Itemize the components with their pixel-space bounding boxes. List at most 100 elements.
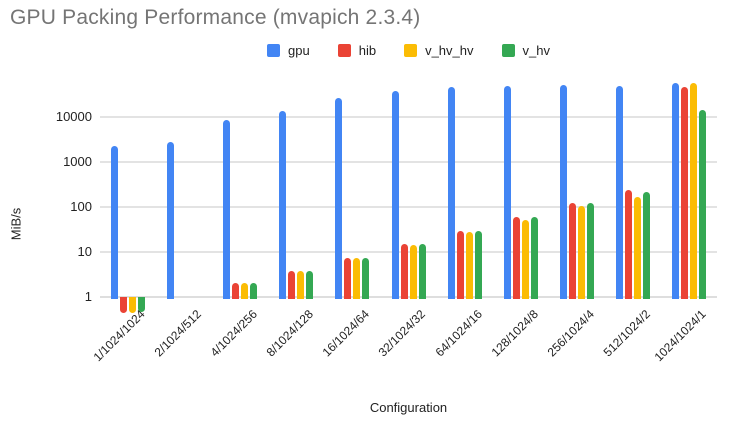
x-category-label-512/1024/2: 512/1024/2 xyxy=(600,307,653,360)
chart-title: GPU Packing Performance (mvapich 2.3.4) xyxy=(10,6,421,29)
bar-v_hv-8/1024/128 xyxy=(306,270,314,299)
x-category-label-8/1024/128: 8/1024/128 xyxy=(263,307,317,360)
bar-hib-64/1024/16 xyxy=(456,230,464,299)
bar-v_hv_hv-4/1024/256 xyxy=(241,283,249,299)
x-category-label-1024/1024/1: 1024/1024/1 xyxy=(651,307,709,365)
legend-item-hib[interactable]: hib xyxy=(337,43,377,58)
x-label-slot: 32/1024/32 xyxy=(376,305,436,377)
x-category-label-128/1024/8: 128/1024/8 xyxy=(488,307,541,360)
x-label-slot: 128/1024/8 xyxy=(488,305,549,377)
bar-group-4/1024/256 xyxy=(212,72,268,299)
bar-group-256/1024/4 xyxy=(549,72,605,299)
bar-v_hv-32/1024/32 xyxy=(418,244,426,299)
x-category-label-32/1024/32: 32/1024/32 xyxy=(376,307,429,360)
x-category-label-1/1024/1024: 1/1024/1024 xyxy=(90,307,148,365)
x-category-label-64/1024/16: 64/1024/16 xyxy=(432,307,485,360)
bar-hib-256/1024/4 xyxy=(568,203,576,299)
bar-v_hv_hv-512/1024/2 xyxy=(633,197,641,299)
bar-hib-1/1024/1024 xyxy=(120,297,128,313)
legend-label: gpu xyxy=(288,43,310,58)
x-category-label-16/1024/64: 16/1024/64 xyxy=(319,307,373,360)
bar-gpu-512/1024/2 xyxy=(615,86,623,299)
bar-group-1024/1024/1 xyxy=(661,72,717,299)
x-label-slot: 512/1024/2 xyxy=(600,305,661,377)
bar-group-8/1024/128 xyxy=(268,72,324,299)
gridline-1000 xyxy=(100,161,717,163)
gridline-10000 xyxy=(100,116,717,118)
x-label-slot: 2/1024/512 xyxy=(152,305,212,377)
x-axis-title: Configuration xyxy=(369,400,448,415)
legend-swatch-hib xyxy=(337,44,351,57)
y-tick-label-10000: 10000 xyxy=(55,109,92,124)
bar-v_hv_hv-8/1024/128 xyxy=(297,271,305,299)
bar-gpu-2/1024/512 xyxy=(167,142,175,299)
legend-label: hib xyxy=(358,43,377,58)
bar-gpu-64/1024/16 xyxy=(447,87,455,299)
bar-hib-1024/1024/1 xyxy=(680,87,688,299)
bar-v_hv-1024/1024/1 xyxy=(698,109,706,299)
bar-group-2/1024/512 xyxy=(156,72,212,299)
bar-gpu-16/1024/64 xyxy=(335,98,343,299)
bar-hib-128/1024/8 xyxy=(512,216,520,299)
bar-v_hv_hv-16/1024/64 xyxy=(353,258,361,299)
bar-v_hv_hv-64/1024/16 xyxy=(465,231,473,299)
bar-group-16/1024/64 xyxy=(324,72,380,299)
bar-groups xyxy=(100,72,717,313)
x-axis-baseline xyxy=(100,296,717,298)
bar-group-512/1024/2 xyxy=(605,72,661,299)
bar-v_hv-16/1024/64 xyxy=(362,258,370,299)
bar-hib-16/1024/64 xyxy=(344,258,352,299)
legend-label: v_hv_hv xyxy=(425,43,474,58)
bar-gpu-8/1024/128 xyxy=(279,111,287,299)
plot-area xyxy=(100,72,717,313)
legend-item-v_hv_hv[interactable]: v_hv_hv xyxy=(404,43,474,58)
y-tick-label-10: 10 xyxy=(77,244,92,259)
bar-v_hv_hv-32/1024/32 xyxy=(409,245,417,299)
legend-swatch-v_hv xyxy=(501,44,515,57)
y-tick-label-100: 100 xyxy=(70,199,92,214)
bar-gpu-256/1024/4 xyxy=(559,85,567,299)
legend-swatch-gpu xyxy=(267,44,281,57)
bar-hib-512/1024/2 xyxy=(624,189,632,299)
bar-v_hv_hv-256/1024/4 xyxy=(577,206,585,299)
bar-gpu-1024/1024/1 xyxy=(671,83,679,299)
x-label-slot: 16/1024/64 xyxy=(320,305,380,377)
bar-gpu-32/1024/32 xyxy=(391,90,399,299)
x-label-slot: 1/1024/1024 xyxy=(91,305,156,377)
gridline-10 xyxy=(100,251,717,253)
legend: gpu hib v_hv_hv v_hv xyxy=(100,43,717,58)
bar-v_hv_hv-128/1024/8 xyxy=(521,219,529,299)
x-label-slot: 4/1024/256 xyxy=(208,305,268,377)
y-tick-label-1: 1 xyxy=(84,289,92,304)
x-category-label-2/1024/512: 2/1024/512 xyxy=(151,307,205,360)
x-axis-labels: 1/1024/1024 2/1024/512 4/1024/256 8/1024/12… xyxy=(91,305,717,377)
gridline-100 xyxy=(100,206,717,208)
bar-gpu-4/1024/256 xyxy=(223,120,231,299)
bar-hib-32/1024/32 xyxy=(400,244,408,299)
bar-v_hv_hv-1024/1024/1 xyxy=(689,83,697,299)
bar-v_hv-128/1024/8 xyxy=(530,216,538,299)
legend-swatch-v_hv_hv xyxy=(404,44,418,57)
x-label-slot: 64/1024/16 xyxy=(432,305,493,377)
bar-v_hv_hv-1/1024/1024 xyxy=(129,297,137,313)
bar-hib-4/1024/256 xyxy=(232,283,240,299)
bar-v_hv-256/1024/4 xyxy=(586,202,594,299)
bar-v_hv-1/1024/1024 xyxy=(138,297,146,312)
bar-hib-8/1024/128 xyxy=(288,271,296,299)
legend-item-gpu[interactable]: gpu xyxy=(267,43,310,58)
y-tick-label-1000: 1000 xyxy=(63,154,92,169)
bar-group-64/1024/16 xyxy=(437,72,493,299)
bar-gpu-1/1024/1024 xyxy=(111,146,119,299)
bar-v_hv-64/1024/16 xyxy=(474,230,482,299)
y-axis-ticks: 1 10 100 1000 10000 xyxy=(0,72,92,303)
legend-item-v_hv[interactable]: v_hv xyxy=(501,43,550,58)
bar-gpu-128/1024/8 xyxy=(503,85,511,299)
bar-v_hv-4/1024/256 xyxy=(250,283,258,299)
x-category-label-256/1024/4: 256/1024/4 xyxy=(544,307,597,360)
x-category-label-4/1024/256: 4/1024/256 xyxy=(207,307,261,360)
bar-v_hv-512/1024/2 xyxy=(642,191,650,299)
x-label-slot: 256/1024/4 xyxy=(544,305,605,377)
bar-group-1/1024/1024 xyxy=(100,72,156,313)
x-label-slot: 8/1024/128 xyxy=(264,305,324,377)
